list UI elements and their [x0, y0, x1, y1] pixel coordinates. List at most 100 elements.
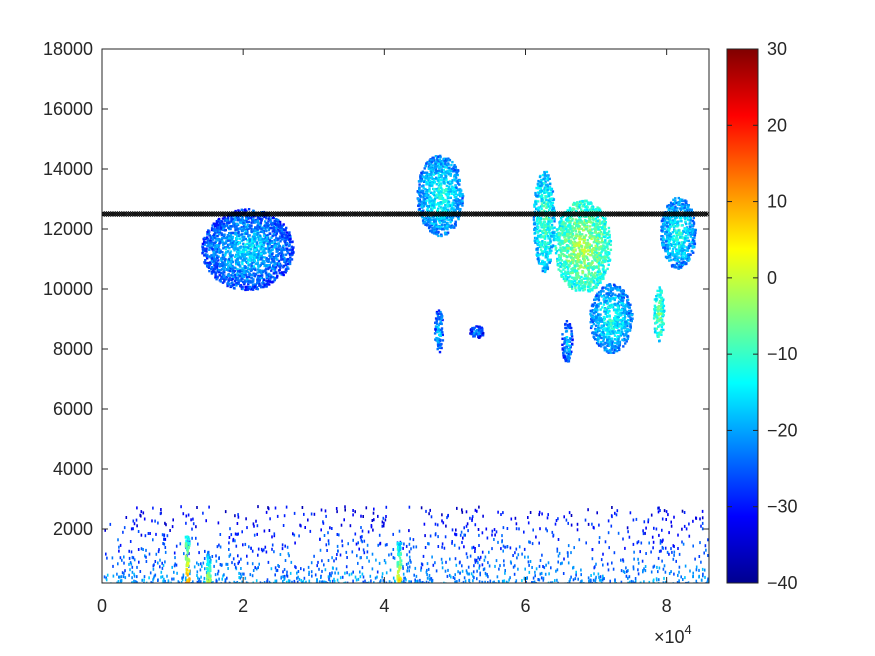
echo-pixel: [471, 332, 475, 335]
echo-pixel: [245, 217, 248, 220]
echo-pixel: [280, 252, 284, 255]
echo-pixel: [431, 166, 435, 170]
echo-pixel: [218, 229, 221, 233]
echo-pixel: [588, 230, 592, 234]
echo-pixel: [575, 220, 579, 223]
echo-pixel: [621, 338, 624, 341]
echo-pixel: [610, 342, 613, 345]
echo-pixel: [258, 227, 261, 230]
echo-pixel: [593, 257, 596, 261]
echo-pixel: [597, 252, 601, 255]
echo-pixel: [270, 274, 273, 278]
echo-pixel: [613, 316, 616, 320]
echo-pixel: [250, 266, 253, 270]
echo-pixel: [207, 255, 210, 258]
echo-pixel: [267, 267, 270, 271]
echo-pixel: [595, 294, 598, 297]
echo-pixel: [437, 155, 440, 158]
echo-pixel: [566, 229, 570, 232]
echo-pixel: [450, 181, 454, 185]
echo-pixel: [593, 227, 596, 231]
echo-pixel: [434, 162, 437, 165]
echo-pixel: [575, 284, 578, 287]
echo-pixel: [250, 224, 253, 227]
echo-pixel: [582, 284, 586, 288]
echo-pixel: [601, 331, 605, 334]
echo-pixel: [607, 326, 611, 329]
echo-pixel: [240, 273, 243, 277]
echo-pixel: [590, 235, 593, 238]
echo-pixel: [272, 267, 275, 270]
echo-pixel: [541, 230, 544, 233]
echo-pixel: [570, 209, 573, 213]
echo-pixel: [437, 323, 440, 327]
echo-pixel: [609, 286, 612, 290]
echo-pixel: [587, 266, 590, 270]
echo-pixel: [208, 269, 211, 273]
echo-pixel: [287, 257, 290, 261]
echo-pixel: [237, 262, 240, 266]
echo-pixel: [597, 247, 601, 250]
echo-pixel: [226, 216, 230, 220]
echo-pixel: [537, 241, 540, 244]
echo-pixel: [260, 256, 263, 260]
echo-pixel: [589, 253, 592, 257]
echo-pixel: [583, 248, 586, 251]
echo-pixel: [279, 266, 282, 269]
echo-pixel: [598, 344, 601, 347]
echo-pixel: [537, 206, 540, 210]
echo-pixel: [231, 267, 234, 270]
echo-pixel: [569, 254, 572, 258]
echo-pixel: [440, 346, 443, 350]
echo-pixel: [225, 277, 228, 280]
echo-pixel: [606, 242, 609, 246]
echo-pixel: [238, 210, 241, 213]
echo-pixel: [236, 278, 239, 281]
echo-pixel: [272, 226, 275, 230]
echo-pixel: [251, 215, 254, 218]
echo-pixel: [436, 179, 440, 182]
echo-pixel: [621, 317, 625, 320]
echo-pixel: [226, 284, 229, 288]
echo-pixel: [447, 223, 450, 227]
echo-pixel: [280, 231, 284, 234]
echo-pixel: [616, 316, 619, 319]
echo-pixel: [611, 287, 615, 290]
echo-pixel: [223, 261, 226, 264]
echo-pixel: [230, 245, 233, 248]
echo-pixel: [209, 236, 213, 240]
echo-pixel: [549, 240, 552, 243]
echo-pixel: [599, 272, 602, 275]
echo-pixel: [583, 251, 586, 255]
echo-pixel: [448, 159, 452, 162]
echo-pixel: [560, 274, 563, 277]
echo-pixel: [435, 187, 438, 191]
echo-pixel: [568, 284, 572, 287]
echo-pixel: [613, 346, 616, 350]
echo-pixel: [601, 268, 605, 271]
echo-pixel: [589, 266, 593, 269]
echo-pixel: [571, 271, 574, 275]
echo-pixel: [254, 221, 257, 224]
echo-pixel: [607, 283, 611, 287]
echo-pixel: [235, 241, 239, 244]
echo-pixel: [461, 200, 464, 203]
echo-pixel: [561, 215, 564, 218]
echo-pixel: [545, 224, 548, 227]
echo-pixel: [580, 265, 583, 268]
echo-pixel: [563, 260, 566, 264]
echo-pixel: [231, 277, 234, 281]
echo-pixel: [240, 208, 243, 211]
echo-pixel: [624, 338, 627, 342]
echo-pixel: [260, 226, 263, 229]
echo-pixel: [616, 326, 619, 329]
echo-pixel: [245, 232, 248, 235]
echo-pixel: [215, 278, 218, 281]
echo-pixel: [227, 273, 230, 276]
echo-pixel: [236, 269, 240, 273]
echo-pixel: [248, 252, 251, 256]
echo-pixel: [544, 247, 547, 250]
echo-pixel: [551, 190, 555, 193]
echo-pixel: [582, 228, 585, 232]
echo-pixel: [440, 188, 444, 192]
